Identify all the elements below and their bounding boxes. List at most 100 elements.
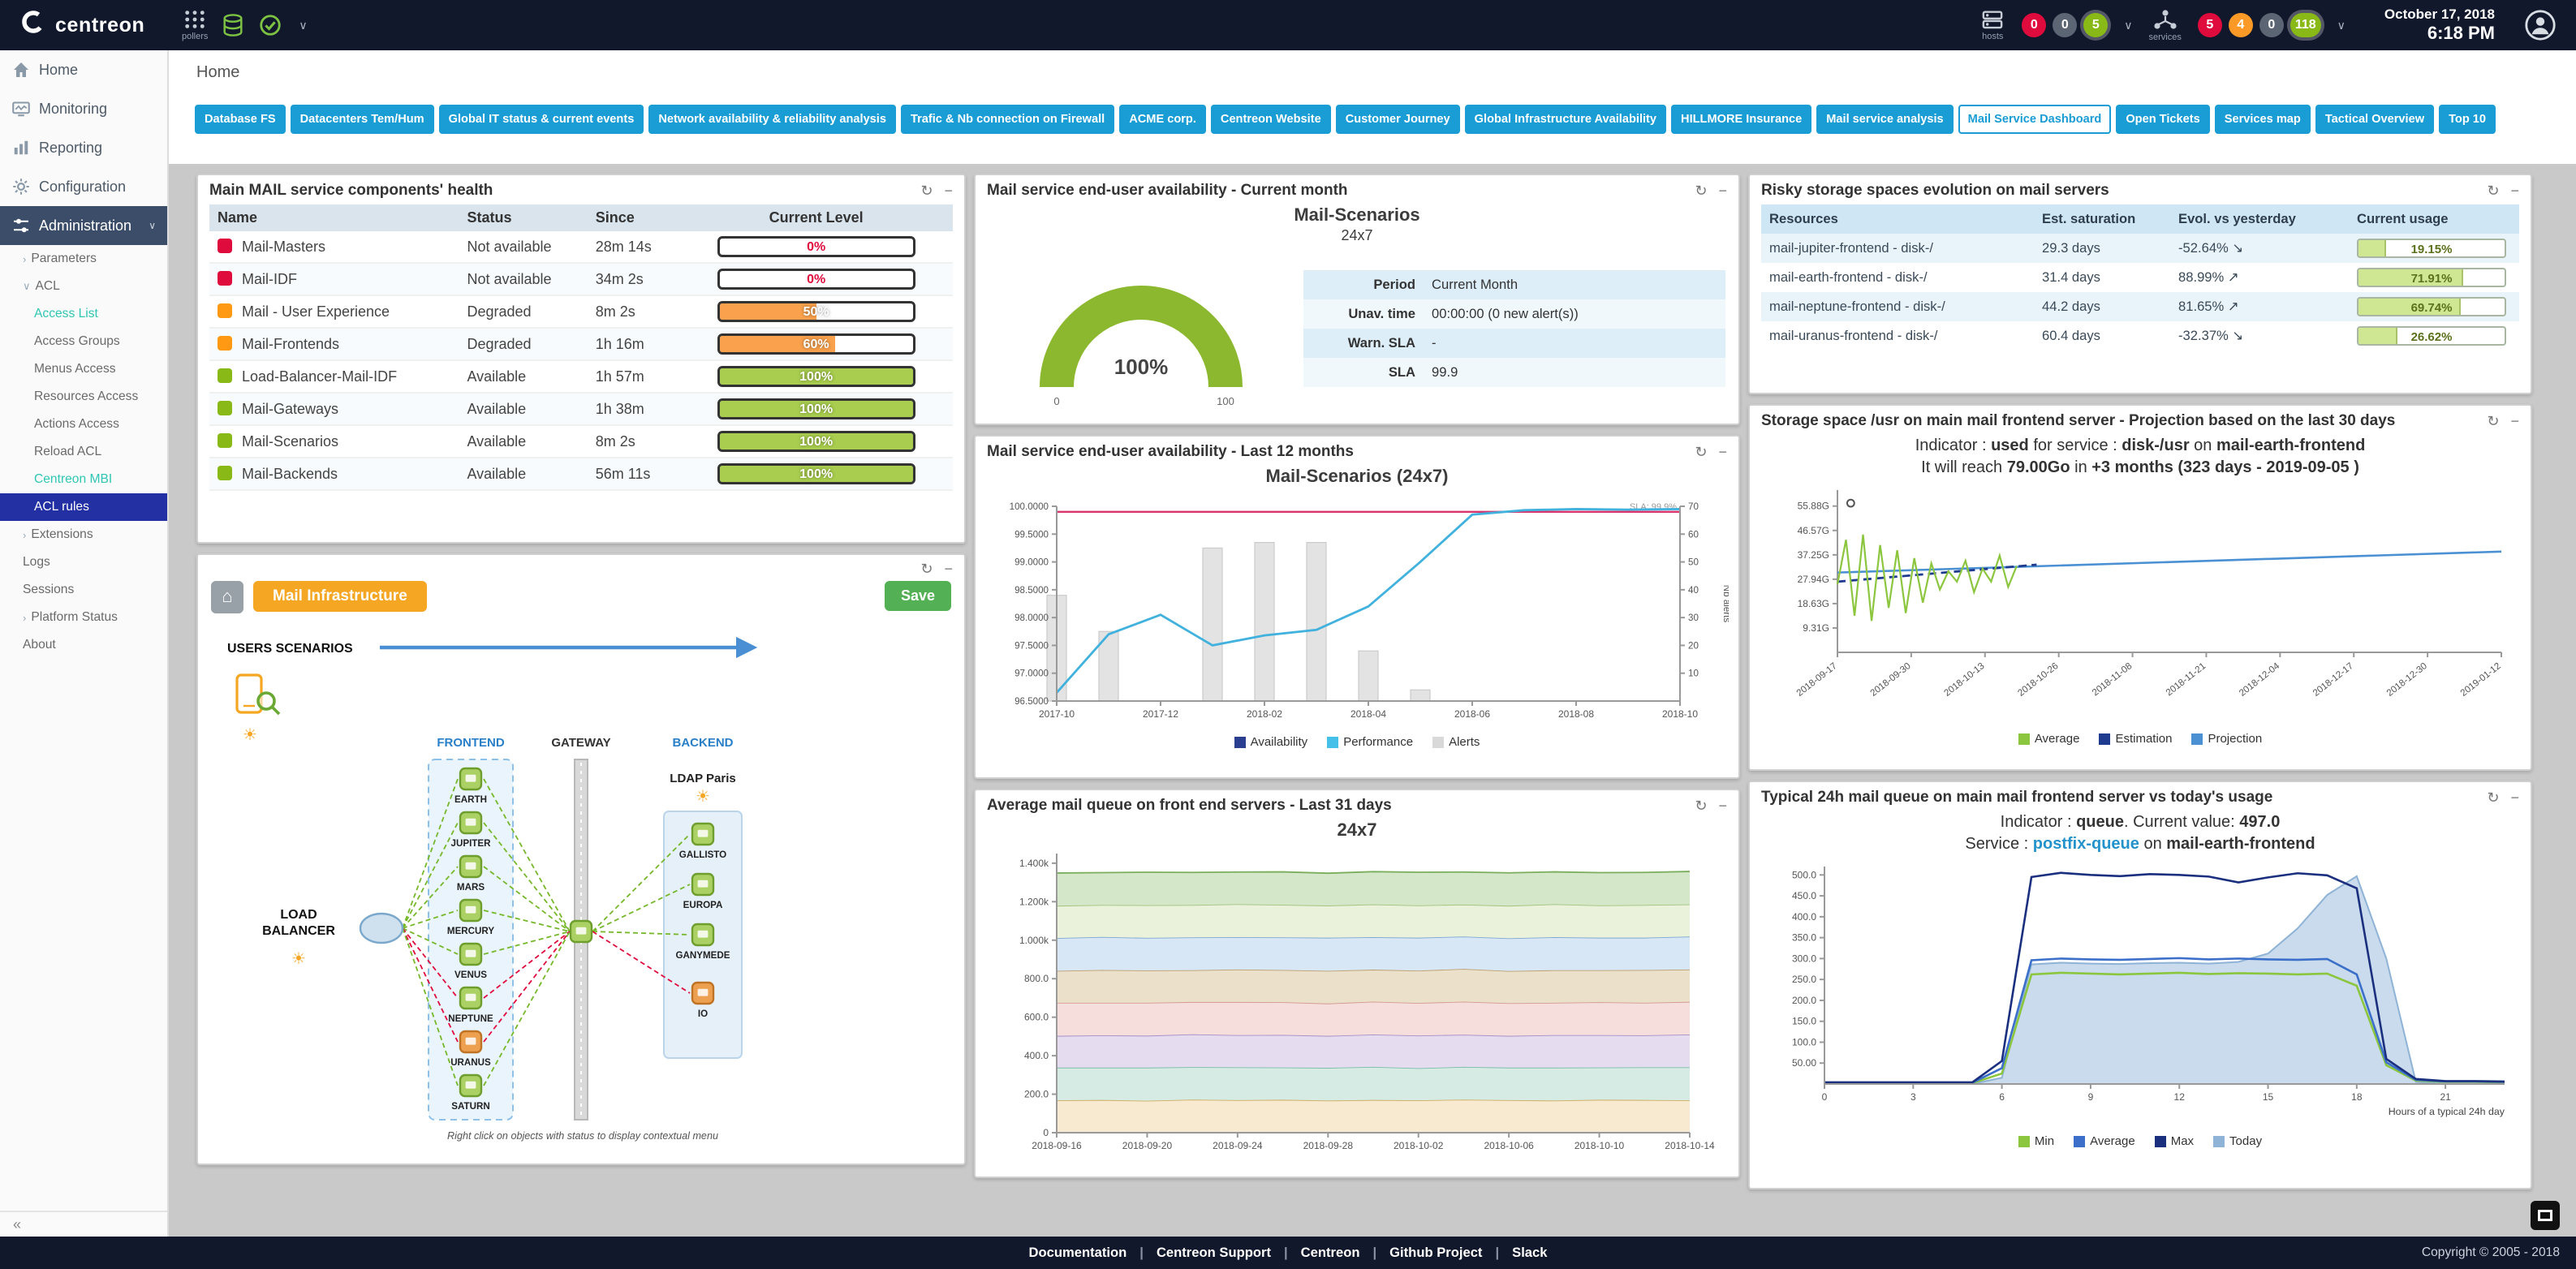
tab-open-tickets[interactable]: Open Tickets xyxy=(2116,105,2209,134)
infrastructure-diagram[interactable]: USERS SCENARIOS☀FRONTENDGATEWAYBACKENDLD… xyxy=(198,620,967,1149)
sidebar-subitem-resources-access[interactable]: Resources Access xyxy=(0,383,167,411)
hosts-menu[interactable]: hosts xyxy=(1979,9,2005,41)
service-status-badge[interactable]: 5 xyxy=(2198,13,2222,37)
centreon-logo[interactable]: centreon xyxy=(19,8,169,42)
table-row[interactable]: mail-neptune-frontend - disk-/44.2 days8… xyxy=(1761,292,2519,321)
footer-link-github-project[interactable]: Github Project xyxy=(1389,1245,1482,1261)
refresh-icon[interactable]: ↻ xyxy=(1695,183,1707,198)
tab-customer-journey[interactable]: Customer Journey xyxy=(1336,105,1460,134)
sidebar-subitem-logs[interactable]: Logs xyxy=(0,548,167,576)
chevron-down-icon[interactable]: ∨ xyxy=(299,19,307,32)
column-header[interactable]: Est. saturation xyxy=(2034,204,2170,234)
host-status-badge[interactable]: 5 xyxy=(2083,13,2108,37)
host-status-badge[interactable]: 0 xyxy=(2022,13,2046,37)
table-row[interactable]: Mail-FrontendsDegraded1h 16m60% xyxy=(209,328,953,360)
save-button[interactable]: Save xyxy=(885,581,951,611)
table-row[interactable]: Mail-GatewaysAvailable1h 38m100% xyxy=(209,393,953,425)
table-row[interactable]: Load-Balancer-Mail-IDFAvailable1h 57m100… xyxy=(209,360,953,393)
footer-link-centreon[interactable]: Centreon xyxy=(1301,1245,1360,1261)
sidebar-subitem-platform-status[interactable]: ›Platform Status xyxy=(0,604,167,631)
column-header[interactable]: Current Level xyxy=(679,204,953,231)
sidebar-subitem-menus-access[interactable]: Menus Access xyxy=(0,355,167,383)
tab-global-infrastructure-availability[interactable]: Global Infrastructure Availability xyxy=(1465,105,1666,134)
services-menu[interactable]: services xyxy=(2149,8,2182,42)
column-header[interactable]: Status xyxy=(459,204,587,231)
sidebar-item-configuration[interactable]: Configuration xyxy=(0,167,167,206)
sidebar-subitem-centreon-mbi[interactable]: Centreon MBI xyxy=(0,466,167,493)
refresh-icon[interactable]: ↻ xyxy=(920,561,933,576)
poller-status-icon[interactable] xyxy=(258,13,282,37)
host-status-badge[interactable]: 0 xyxy=(2053,13,2077,37)
footer-link-slack[interactable]: Slack xyxy=(1512,1245,1547,1261)
collapse-icon[interactable]: − xyxy=(2510,183,2519,198)
tab-database-fs[interactable]: Database FS xyxy=(195,105,286,134)
column-header[interactable]: Since xyxy=(588,204,680,231)
chevron-down-icon[interactable]: ∨ xyxy=(2337,19,2346,32)
column-header[interactable]: Evol. vs yesterday xyxy=(2170,204,2349,234)
collapse-icon[interactable]: − xyxy=(944,183,953,198)
sidebar-item-monitoring[interactable]: Monitoring xyxy=(0,89,167,128)
tab-acme-corp[interactable]: ACME corp. xyxy=(1119,105,1206,134)
database-icon[interactable] xyxy=(221,13,245,37)
collapse-icon[interactable]: − xyxy=(2510,790,2519,805)
collapse-icon[interactable]: − xyxy=(944,561,953,576)
tab-services-map[interactable]: Services map xyxy=(2215,105,2311,134)
tab-global-it-status-current-events[interactable]: Global IT status & current events xyxy=(439,105,644,134)
table-row[interactable]: Mail-BackendsAvailable56m 11s100% xyxy=(209,458,953,490)
refresh-icon[interactable]: ↻ xyxy=(1695,798,1707,813)
table-row[interactable]: mail-uranus-frontend - disk-/60.4 days-3… xyxy=(1761,321,2519,351)
tab-trafic-nb-connection-on-firewall[interactable]: Trafic & Nb connection on Firewall xyxy=(901,105,1114,134)
footer-link-documentation[interactable]: Documentation xyxy=(1029,1245,1127,1261)
tab-network-availability-reliability-analysis[interactable]: Network availability & reliability analy… xyxy=(648,105,896,134)
refresh-icon[interactable]: ↻ xyxy=(2487,790,2499,805)
sidebar-subitem-sessions[interactable]: Sessions xyxy=(0,576,167,604)
home-icon[interactable]: ⌂ xyxy=(211,581,243,613)
sidebar-subitem-acl-rules[interactable]: ACL rules xyxy=(0,493,167,521)
fullscreen-icon[interactable] xyxy=(2531,1201,2560,1230)
service-status-badge[interactable]: 4 xyxy=(2229,13,2253,37)
sidebar-item-administration[interactable]: Administration∨ xyxy=(0,206,167,245)
sidebar-subitem-acl[interactable]: ∨ACL xyxy=(0,273,167,300)
chevron-down-icon[interactable]: ∨ xyxy=(2124,19,2132,32)
refresh-icon[interactable]: ↻ xyxy=(920,183,933,198)
refresh-icon[interactable]: ↻ xyxy=(2487,183,2499,198)
refresh-icon[interactable]: ↻ xyxy=(2487,414,2499,428)
tab-centreon-website[interactable]: Centreon Website xyxy=(1211,105,1331,134)
column-header[interactable]: Current usage xyxy=(2349,204,2519,234)
sidebar-item-reporting[interactable]: Reporting xyxy=(0,128,167,167)
table-row[interactable]: Mail - User ExperienceDegraded8m 2s50% xyxy=(209,295,953,328)
sidebar-subitem-parameters[interactable]: ›Parameters xyxy=(0,245,167,273)
tab-mail-service-analysis[interactable]: Mail service analysis xyxy=(1816,105,1953,134)
service-status-badge[interactable]: 0 xyxy=(2259,13,2284,37)
collapse-icon[interactable]: − xyxy=(1718,445,1727,459)
table-row[interactable]: Mail-IDFNot available34m 2s0% xyxy=(209,263,953,295)
collapse-icon[interactable]: − xyxy=(2510,414,2519,428)
footer-link-centreon-support[interactable]: Centreon Support xyxy=(1157,1245,1271,1261)
tab-top-10[interactable]: Top 10 xyxy=(2439,105,2496,134)
user-icon[interactable] xyxy=(2524,9,2557,41)
sidebar-subitem-extensions[interactable]: ›Extensions xyxy=(0,521,167,548)
table-row[interactable]: Mail-MastersNot available28m 14s0% xyxy=(209,231,953,263)
column-header[interactable]: Name xyxy=(209,204,459,231)
sidebar-subitem-about[interactable]: About xyxy=(0,631,167,659)
sidebar-subitem-access-list[interactable]: Access List xyxy=(0,300,167,328)
sidebar-subitem-access-groups[interactable]: Access Groups xyxy=(0,328,167,355)
column-header[interactable]: Resources xyxy=(1761,204,2034,234)
tab-datacenters-tem-hum[interactable]: Datacenters Tem/Hum xyxy=(291,105,434,134)
collapse-icon[interactable]: − xyxy=(1718,798,1727,813)
sidebar-subitem-reload-acl[interactable]: Reload ACL xyxy=(0,438,167,466)
table-row[interactable]: mail-jupiter-frontend - disk-/29.3 days-… xyxy=(1761,234,2519,263)
sidebar-item-home[interactable]: Home xyxy=(0,50,167,89)
table-row[interactable]: Mail-ScenariosAvailable8m 2s100% xyxy=(209,425,953,458)
breadcrumb[interactable]: Home xyxy=(196,63,239,81)
tab-tactical-overview[interactable]: Tactical Overview xyxy=(2315,105,2434,134)
pollers-menu[interactable]: pollers xyxy=(182,9,208,41)
tab-hillmore-insurance[interactable]: HILLMORE Insurance xyxy=(1671,105,1811,134)
sidebar-subitem-actions-access[interactable]: Actions Access xyxy=(0,411,167,438)
sidebar-collapse-button[interactable]: « xyxy=(0,1211,167,1237)
refresh-icon[interactable]: ↻ xyxy=(1695,445,1707,459)
table-row[interactable]: mail-earth-frontend - disk-/31.4 days88.… xyxy=(1761,263,2519,292)
collapse-icon[interactable]: − xyxy=(1718,183,1727,198)
service-status-badge[interactable]: 118 xyxy=(2290,13,2321,37)
tab-mail-service-dashboard[interactable]: Mail Service Dashboard xyxy=(1958,105,2112,134)
